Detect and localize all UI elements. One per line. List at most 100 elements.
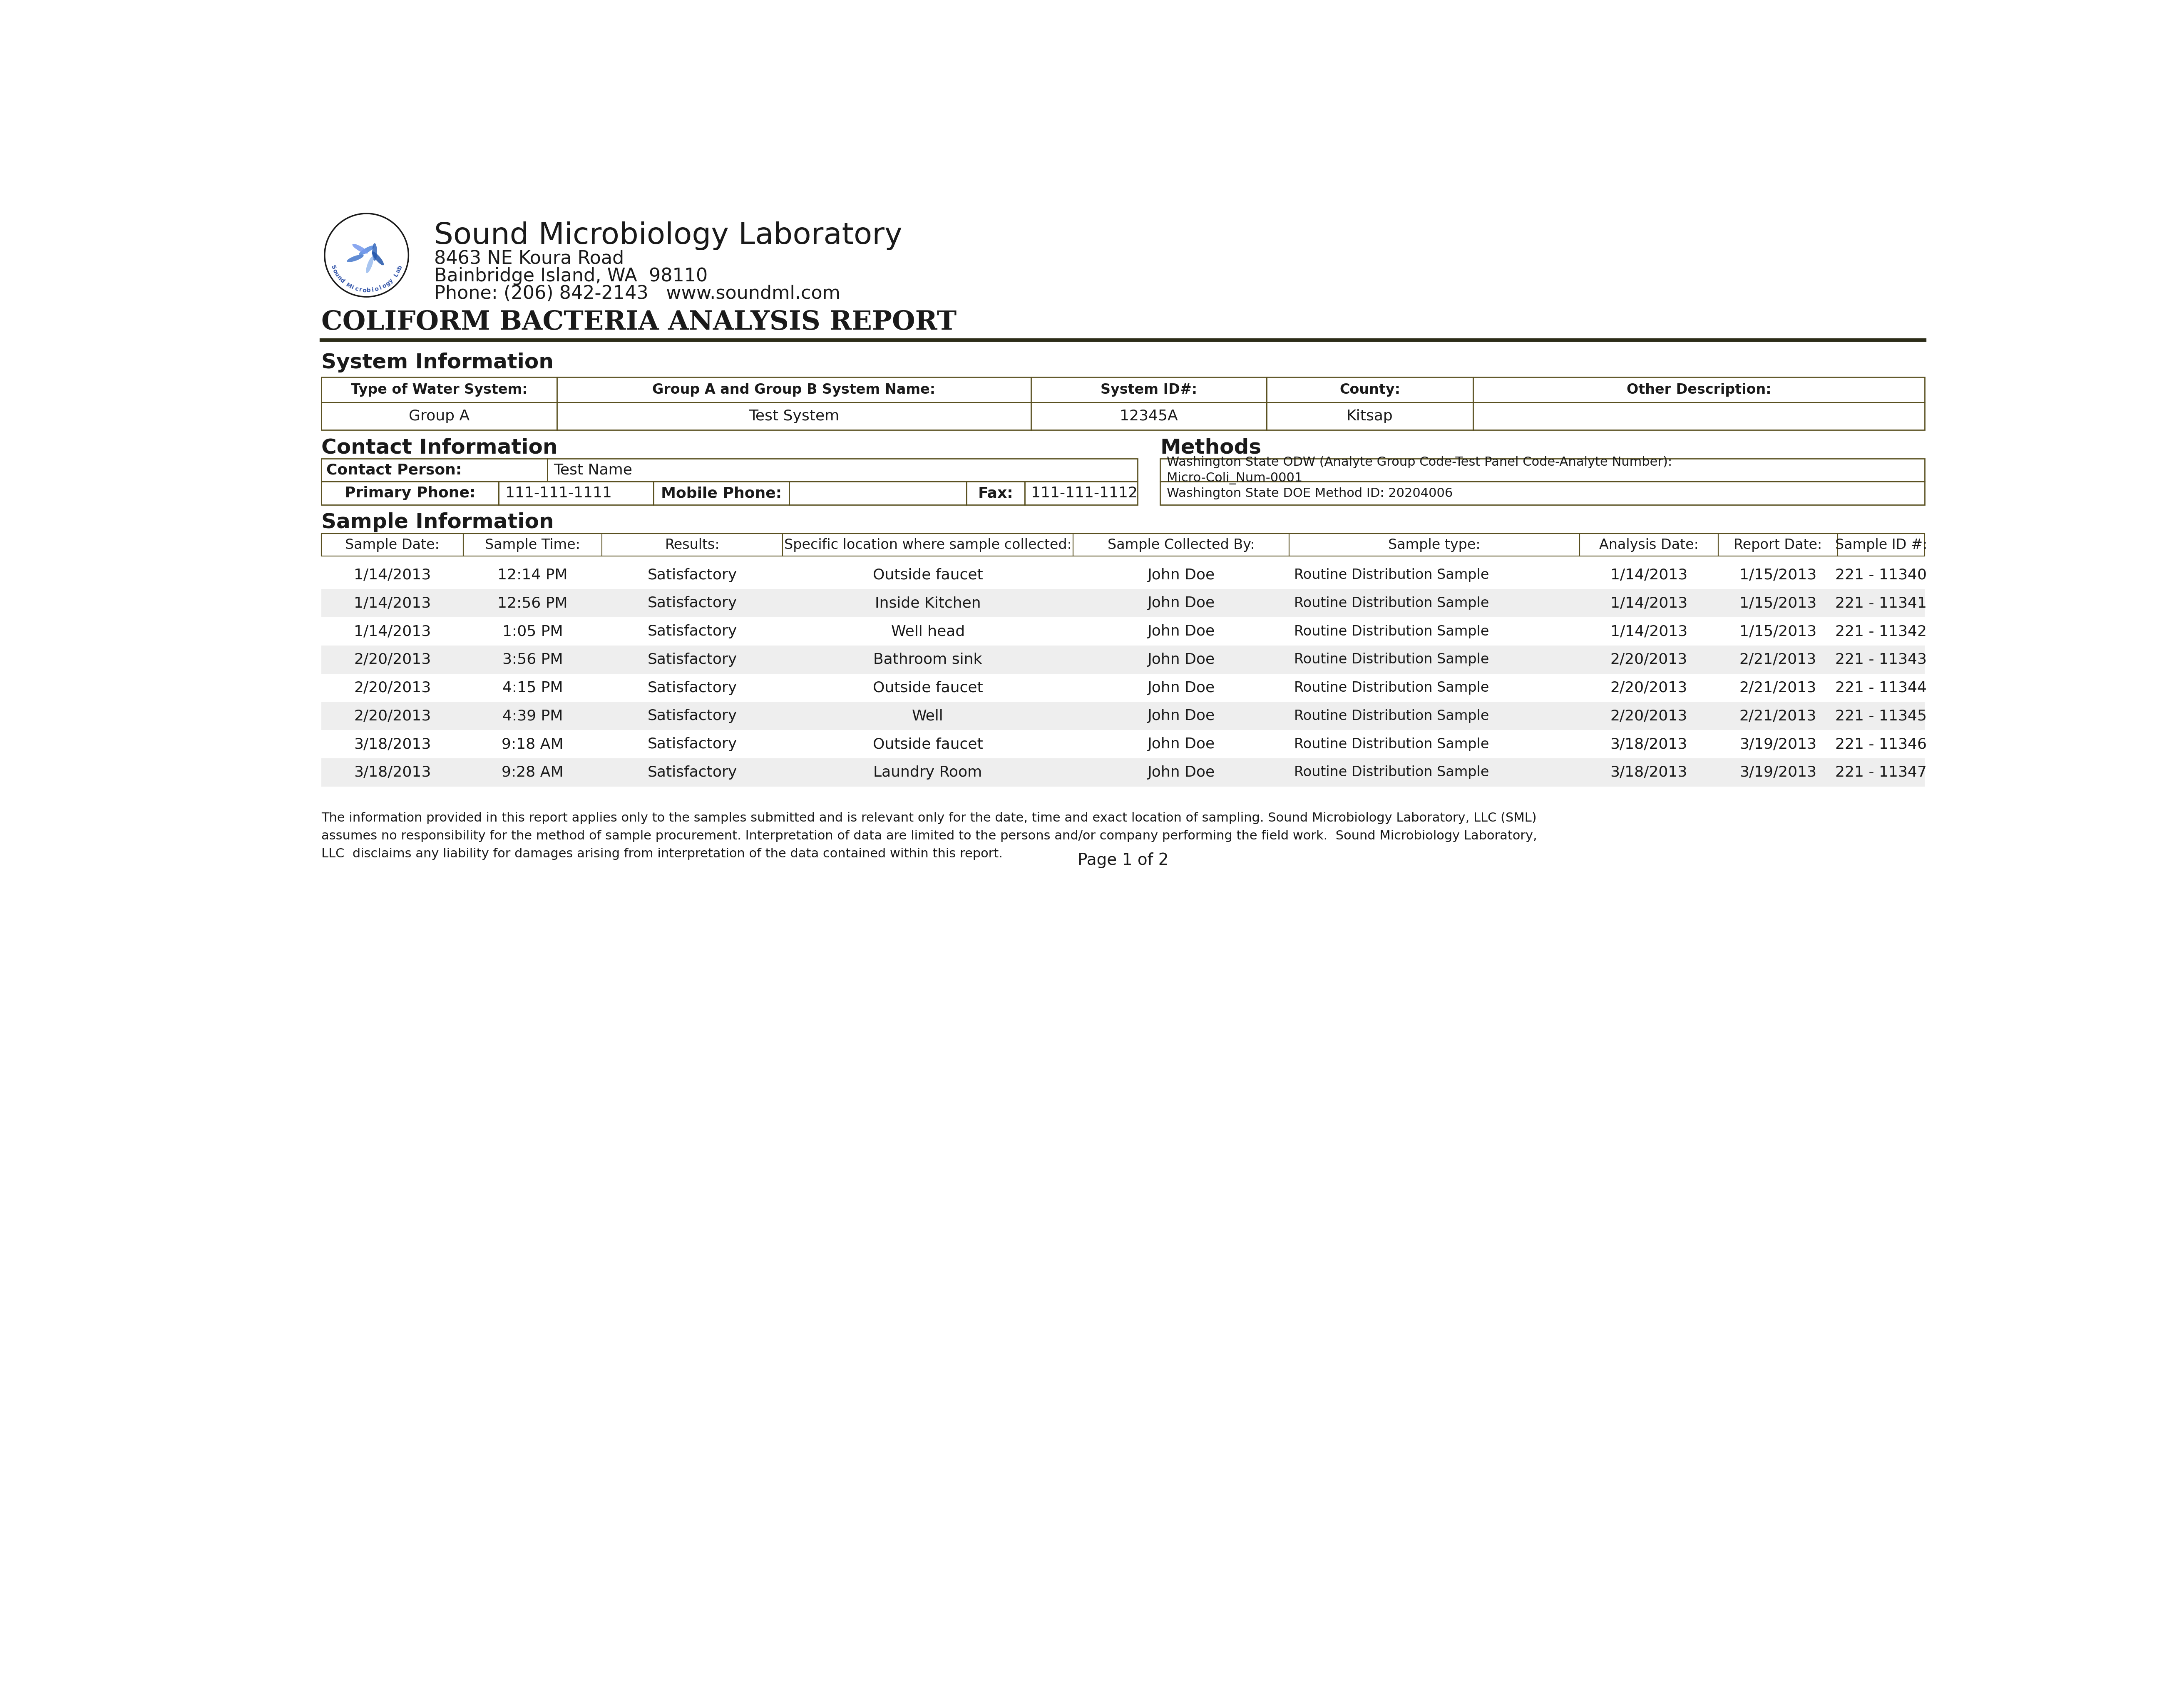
Text: 221 - 11346: 221 - 11346 [1835,737,1926,751]
Bar [1837,534,1924,556]
Text: c: c [354,286,358,293]
Text: Sample Information: Sample Information [321,512,555,533]
Ellipse shape [347,255,365,262]
Text: 221 - 11340: 221 - 11340 [1835,568,1926,582]
Text: 2/21/2013: 2/21/2013 [1738,709,1817,724]
Text: Group A: Group A [408,409,470,423]
Text: Group A and Group B System Name:: Group A and Group B System Name: [653,382,935,397]
Text: 3/18/2013: 3/18/2013 [354,737,430,751]
Text: Routine Distribution Sample: Routine Distribution Sample [1293,766,1489,780]
Bar [548,458,1138,482]
Text: Washington State DOE Method ID: 20204006: Washington State DOE Method ID: 20204006 [1166,487,1452,499]
Text: r: r [358,287,363,293]
Text: The information provided in this report applies only to the samples submitted an: The information provided in this report … [321,812,1538,859]
Text: Fax:: Fax: [978,487,1013,501]
Ellipse shape [371,252,384,265]
Bar [321,482,498,506]
Text: Analysis Date:: Analysis Date: [1599,538,1699,551]
Text: John Doe: John Doe [1147,737,1214,751]
Text: Well: Well [913,709,943,724]
Text: Contact Information: Contact Information [321,438,557,458]
Text: 12:14 PM: 12:14 PM [498,568,568,582]
Text: Specific location where sample collected:: Specific location where sample collected… [784,538,1072,551]
Bar [1472,377,1924,402]
Text: 4:39 PM: 4:39 PM [502,709,563,724]
Bar [1024,482,1138,506]
Text: o: o [382,282,387,289]
Text: i: i [349,284,354,291]
Text: Test System: Test System [749,409,839,423]
Bar [321,731,1924,758]
Text: 1/14/2013: 1/14/2013 [354,624,430,639]
Text: Routine Distribution Sample: Routine Distribution Sample [1293,653,1489,666]
Text: Sound Microbiology Laboratory: Sound Microbiology Laboratory [435,222,902,250]
Text: John Doe: John Doe [1147,597,1214,610]
Text: System ID#:: System ID#: [1101,382,1197,397]
Text: S: S [330,264,336,271]
Text: Phone: (206) 842-2143   www.soundml.com: Phone: (206) 842-2143 www.soundml.com [435,284,841,303]
Ellipse shape [358,245,373,255]
Bar [1160,458,1924,482]
Text: 12:56 PM: 12:56 PM [498,597,568,610]
Text: Test Name: Test Name [555,463,631,477]
Text: Report Date:: Report Date: [1734,538,1821,551]
Text: 221 - 11342: 221 - 11342 [1835,624,1926,639]
Bar [1031,377,1267,402]
Bar [557,377,1031,402]
Text: y: y [387,277,395,284]
Text: 111-111-1112: 111-111-1112 [1031,487,1138,501]
Bar [1267,377,1472,402]
Bar [321,561,1924,588]
Text: COLIFORM BACTERIA ANALYSIS REPORT: COLIFORM BACTERIA ANALYSIS REPORT [321,309,957,335]
Bar [782,534,1072,556]
Text: Contact Person:: Contact Person: [325,463,461,477]
Text: 2/20/2013: 2/20/2013 [1610,653,1688,666]
Text: Satisfactory: Satisfactory [649,597,738,610]
Bar [321,673,1924,702]
Text: John Doe: John Doe [1147,624,1214,639]
Text: 12345A: 12345A [1120,409,1177,423]
Bar [321,758,1924,786]
Text: Satisfactory: Satisfactory [649,737,738,751]
Text: g: g [384,281,391,287]
Text: Primary Phone:: Primary Phone: [345,487,476,501]
Bar [968,482,1024,506]
Text: 221 - 11341: 221 - 11341 [1835,597,1926,610]
Text: Satisfactory: Satisfactory [649,766,738,780]
Text: 221 - 11345: 221 - 11345 [1835,709,1926,724]
Text: Sample Date:: Sample Date: [345,538,439,551]
Bar [498,482,653,506]
Bar [321,588,1924,617]
Text: 1/14/2013: 1/14/2013 [1610,568,1688,582]
Text: 3/18/2013: 3/18/2013 [354,766,430,780]
Text: o: o [363,287,367,294]
Text: 3/18/2013: 3/18/2013 [1610,766,1688,780]
Text: 1/15/2013: 1/15/2013 [1738,597,1817,610]
Text: 4:15 PM: 4:15 PM [502,681,563,695]
Text: n: n [336,274,343,281]
Text: l: l [378,284,382,291]
Bar [1267,402,1472,430]
Ellipse shape [371,244,378,260]
Text: b: b [397,264,404,271]
Text: Page 1 of 2: Page 1 of 2 [1077,852,1168,867]
Text: 8463 NE Koura Road: 8463 NE Koura Road [435,249,625,267]
Bar [321,377,557,402]
Text: Satisfactory: Satisfactory [649,653,738,666]
Text: Sample type:: Sample type: [1389,538,1481,551]
Text: o: o [373,286,380,293]
Text: o: o [332,267,339,274]
Text: 3/19/2013: 3/19/2013 [1738,737,1817,751]
Text: Routine Distribution Sample: Routine Distribution Sample [1293,681,1489,695]
Bar [321,534,463,556]
Text: Satisfactory: Satisfactory [649,568,738,582]
Bar [321,646,1924,673]
Text: 1/15/2013: 1/15/2013 [1738,568,1817,582]
Text: John Doe: John Doe [1147,766,1214,780]
Bar [321,702,1924,731]
Text: 1/14/2013: 1/14/2013 [354,597,430,610]
Bar [1719,534,1837,556]
Text: Outside faucet: Outside faucet [874,681,983,695]
Text: Routine Distribution Sample: Routine Distribution Sample [1293,624,1489,638]
Text: Kitsap: Kitsap [1348,409,1393,423]
